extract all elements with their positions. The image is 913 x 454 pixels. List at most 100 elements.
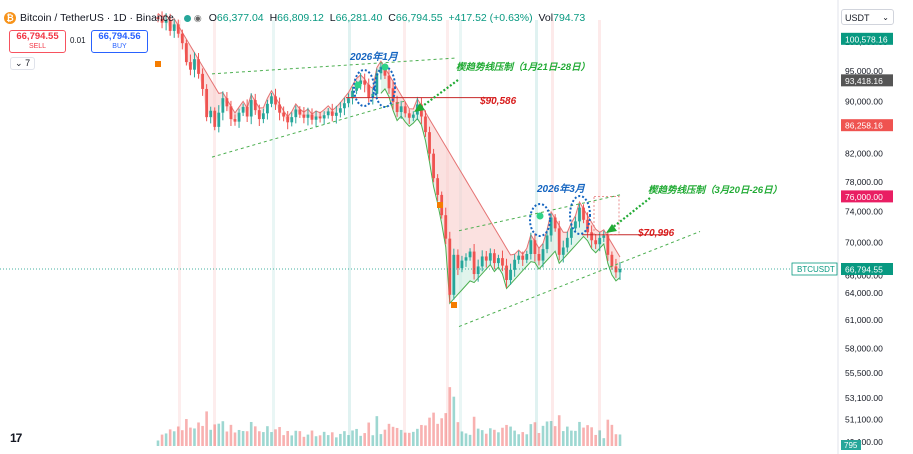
volume-bar	[537, 432, 541, 446]
candle	[578, 203, 581, 228]
volume-bar	[489, 428, 492, 446]
volume-bar	[545, 421, 549, 446]
candle-body	[326, 111, 330, 116]
volume-bar	[314, 436, 318, 446]
candle	[468, 248, 472, 261]
candle	[184, 39, 188, 66]
volume-bar	[322, 431, 326, 446]
volume-bar	[521, 432, 525, 446]
candle-body	[310, 114, 314, 120]
volume-bar	[237, 429, 241, 446]
candle	[529, 232, 533, 260]
candle-body	[492, 253, 496, 264]
candle-body	[525, 254, 529, 260]
candle	[290, 112, 294, 127]
candle	[253, 93, 257, 115]
candle-body	[379, 66, 383, 74]
candle	[436, 174, 440, 202]
candle-body	[452, 254, 456, 295]
candle	[545, 230, 549, 254]
volume-bar	[570, 430, 573, 446]
candle	[205, 84, 209, 122]
volume-bar	[618, 434, 622, 446]
candle	[156, 13, 160, 23]
currency-select[interactable]: USDT ⌄	[841, 9, 894, 25]
candle	[233, 114, 237, 126]
candle	[513, 254, 517, 277]
candle-body	[257, 110, 261, 120]
volume-bar	[468, 434, 472, 446]
price-label-box	[841, 263, 893, 276]
candle-body	[274, 96, 277, 105]
volume-bar	[172, 431, 176, 446]
chart-header: ₿ Bitcoin / TetherUS · 1D · Binance ◉ O6…	[4, 8, 585, 28]
candle	[464, 253, 468, 267]
volume-bar	[420, 424, 423, 446]
arrow-annotation	[611, 197, 651, 229]
y-tick-label: 82,000.00	[845, 149, 883, 159]
buy-button[interactable]: 66,794.56 BUY	[91, 30, 148, 53]
candle-body	[314, 116, 318, 120]
candle-body	[225, 98, 229, 107]
candle	[245, 99, 249, 123]
volume-bar	[590, 427, 593, 446]
candle-body	[330, 111, 334, 116]
candle-body	[217, 112, 221, 127]
candle	[456, 249, 460, 276]
symbol-title[interactable]: Bitcoin / TetherUS · 1D · Binance	[20, 12, 174, 24]
candle-body	[582, 207, 585, 220]
y-tick-label: 58,000.00	[845, 343, 883, 353]
candle	[432, 148, 435, 183]
indicators-collapse-button[interactable]: ⌄ 7	[10, 57, 36, 70]
candle	[310, 108, 314, 125]
candle-body	[424, 116, 427, 133]
volume-bar	[164, 433, 168, 446]
volume-bar	[614, 434, 618, 446]
volume-bar	[221, 421, 225, 446]
volume-bar	[233, 432, 237, 446]
volume-bar	[529, 424, 533, 446]
candle	[424, 110, 427, 137]
candle	[314, 111, 318, 127]
candle	[343, 97, 346, 116]
candle	[229, 100, 233, 127]
candle-body	[395, 101, 399, 113]
candle	[217, 105, 221, 133]
candle-body	[399, 106, 403, 113]
candle-body	[517, 255, 521, 260]
candle-body	[278, 104, 281, 113]
volume-bar	[318, 435, 322, 446]
visibility-eye-icon[interactable]: ◉	[193, 12, 202, 23]
sell-button[interactable]: 66,794.55 SELL	[9, 30, 66, 53]
volume-bar	[181, 430, 184, 446]
candle	[278, 97, 281, 121]
volume-bar	[290, 435, 294, 446]
candle	[367, 78, 371, 103]
candle	[594, 234, 598, 250]
candle	[492, 249, 496, 270]
candle	[403, 101, 407, 118]
volume-bar	[347, 435, 350, 446]
volume-bar	[448, 387, 452, 446]
candle-body	[545, 235, 549, 250]
volume-bar	[197, 422, 200, 446]
highlight-band	[348, 20, 351, 446]
candle	[537, 247, 541, 266]
volume-bar	[484, 433, 488, 446]
candle	[586, 212, 589, 238]
candle-body	[480, 256, 484, 267]
candle-body	[484, 256, 488, 261]
candle	[225, 92, 229, 112]
candle-body	[444, 215, 448, 239]
price-label: 100,578.16	[845, 34, 888, 44]
candle-body	[249, 100, 253, 117]
volume-label-box	[841, 440, 861, 450]
volume-bar	[209, 429, 212, 446]
candle	[444, 207, 448, 245]
candle-body	[476, 266, 480, 275]
candle-body	[594, 240, 598, 245]
candle-body	[343, 103, 346, 109]
arrow-head	[606, 224, 617, 233]
volume-bar	[391, 426, 395, 446]
